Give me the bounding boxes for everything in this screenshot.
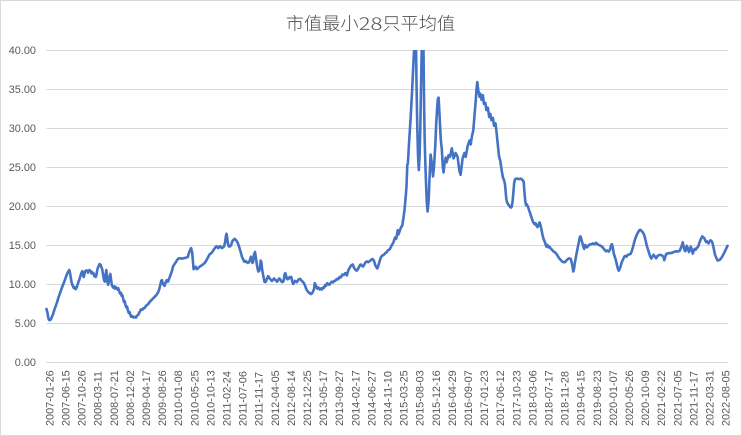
- svg-text:2008-12-02: 2008-12-02: [125, 370, 137, 426]
- svg-text:2014-06-27: 2014-06-27: [366, 370, 378, 426]
- svg-text:2014-11-10: 2014-11-10: [383, 371, 395, 426]
- svg-text:2015-12-16: 2015-12-16: [431, 370, 443, 426]
- svg-text:2007-10-26: 2007-10-26: [77, 370, 89, 426]
- svg-text:2018-07-17: 2018-07-17: [544, 370, 556, 426]
- svg-text:2008-03-11: 2008-03-11: [93, 371, 105, 426]
- svg-text:2022-03-31: 2022-03-31: [705, 370, 717, 426]
- svg-text:35.00: 35.00: [9, 84, 36, 96]
- svg-text:2016-04-29: 2016-04-29: [447, 370, 459, 426]
- svg-text:2011-02-24: 2011-02-24: [222, 371, 234, 426]
- svg-text:2010-01-08: 2010-01-08: [173, 370, 185, 426]
- svg-text:2007-01-26: 2007-01-26: [44, 370, 56, 426]
- svg-text:2020-10-09: 2020-10-09: [640, 370, 652, 426]
- svg-text:2015-08-03: 2015-08-03: [415, 370, 427, 426]
- svg-text:2016-09-07: 2016-09-07: [463, 370, 475, 426]
- svg-text:2018-11-28: 2018-11-28: [560, 371, 572, 426]
- svg-text:2009-04-17: 2009-04-17: [141, 370, 153, 426]
- svg-text:10.00: 10.00: [9, 279, 36, 291]
- svg-text:2022-08-05: 2022-08-05: [721, 370, 733, 426]
- svg-text:2011-11-17: 2011-11-17: [254, 372, 266, 426]
- svg-text:2008-07-21: 2008-07-21: [109, 370, 121, 426]
- svg-text:2017-10-23: 2017-10-23: [511, 370, 523, 426]
- svg-text:2014-02-17: 2014-02-17: [350, 370, 362, 426]
- svg-text:2010-10-13: 2010-10-13: [205, 370, 217, 426]
- svg-text:5.00: 5.00: [15, 318, 36, 330]
- svg-text:2020-01-07: 2020-01-07: [608, 370, 620, 426]
- svg-text:2012-12-25: 2012-12-25: [302, 370, 314, 426]
- svg-text:2011-07-06: 2011-07-06: [238, 371, 250, 426]
- svg-text:15.00: 15.00: [9, 240, 36, 252]
- svg-text:30.00: 30.00: [9, 123, 36, 135]
- svg-text:2015-03-25: 2015-03-25: [399, 370, 411, 426]
- svg-text:2021-07-05: 2021-07-05: [672, 370, 684, 426]
- svg-text:2010-05-25: 2010-05-25: [189, 370, 201, 426]
- svg-text:40.00: 40.00: [9, 45, 36, 57]
- svg-text:2007-06-15: 2007-06-15: [61, 370, 73, 426]
- svg-text:0.00: 0.00: [15, 357, 36, 369]
- svg-text:20.00: 20.00: [9, 201, 36, 213]
- svg-text:2021-02-22: 2021-02-22: [656, 370, 668, 426]
- svg-text:2021-11-17: 2021-11-17: [688, 371, 700, 426]
- svg-text:2019-08-23: 2019-08-23: [592, 370, 604, 426]
- svg-text:2013-05-17: 2013-05-17: [318, 370, 330, 426]
- svg-text:2017-01-23: 2017-01-23: [479, 370, 491, 426]
- svg-text:2018-03-06: 2018-03-06: [527, 370, 539, 426]
- svg-text:2019-04-15: 2019-04-15: [576, 370, 588, 426]
- svg-text:2012-08-14: 2012-08-14: [286, 370, 298, 426]
- svg-text:25.00: 25.00: [9, 162, 36, 174]
- svg-text:2012-04-05: 2012-04-05: [270, 370, 282, 426]
- svg-text:2009-08-26: 2009-08-26: [157, 370, 169, 426]
- svg-text:2013-09-27: 2013-09-27: [334, 370, 346, 426]
- svg-text:2017-06-12: 2017-06-12: [495, 370, 507, 426]
- svg-text:2020-05-26: 2020-05-26: [624, 370, 636, 426]
